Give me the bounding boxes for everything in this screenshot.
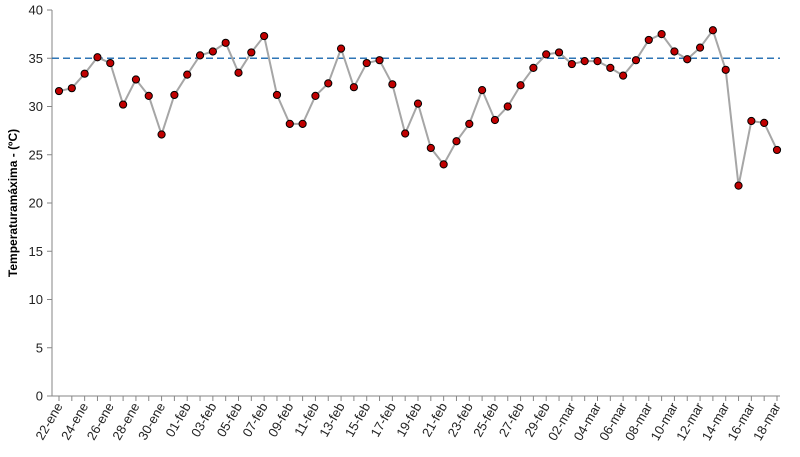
y-tick-label: 10 bbox=[29, 292, 43, 307]
data-point bbox=[426, 143, 435, 153]
y-tick-label: 25 bbox=[29, 147, 43, 162]
data-point bbox=[106, 58, 115, 68]
data-point bbox=[157, 130, 166, 139]
data-point bbox=[388, 80, 397, 89]
y-tick-label: 5 bbox=[36, 340, 43, 355]
y-tick-label: 35 bbox=[29, 51, 43, 66]
data-point bbox=[439, 160, 448, 169]
data-point bbox=[144, 91, 153, 100]
data-point bbox=[234, 68, 243, 77]
data-point bbox=[503, 102, 512, 111]
data-point bbox=[478, 85, 487, 95]
x-tick-label: 09-feb bbox=[265, 400, 296, 439]
data-point bbox=[170, 90, 179, 100]
data-point bbox=[119, 100, 128, 109]
data-point bbox=[208, 47, 217, 56]
data-point bbox=[772, 145, 782, 155]
data-point bbox=[695, 43, 705, 52]
data-point bbox=[183, 70, 192, 79]
y-axis: 0 5 10 15 20 25 30 35 40 bbox=[29, 3, 53, 404]
data-point bbox=[195, 51, 205, 60]
data-point bbox=[529, 63, 538, 73]
data-point bbox=[542, 50, 551, 59]
y-tick-label: 0 bbox=[36, 389, 43, 404]
data-point bbox=[336, 44, 346, 53]
data-point bbox=[760, 118, 769, 128]
data-point bbox=[54, 86, 64, 96]
y-tick-label: 15 bbox=[29, 244, 43, 259]
data-point bbox=[657, 30, 666, 39]
data-point bbox=[80, 69, 89, 78]
data-point bbox=[131, 75, 141, 84]
data-point bbox=[260, 31, 269, 41]
data-point bbox=[298, 119, 307, 128]
data-point bbox=[324, 79, 333, 88]
data-point bbox=[67, 84, 76, 93]
data-point bbox=[644, 35, 653, 45]
data-point bbox=[606, 63, 615, 73]
data-point bbox=[413, 99, 423, 108]
data-point bbox=[721, 65, 730, 74]
data-markers bbox=[54, 26, 782, 190]
data-point bbox=[708, 26, 717, 35]
data-point bbox=[516, 81, 525, 90]
x-axis: 22-ene24-ene26-ene28-ene30-ene01-feb03-f… bbox=[32, 395, 784, 443]
y-axis-title: Temperaturamáxima - (ºC) bbox=[6, 129, 20, 277]
data-point bbox=[631, 56, 641, 65]
data-point bbox=[452, 137, 461, 146]
y-tick-label: 20 bbox=[29, 196, 43, 211]
data-point bbox=[375, 56, 384, 65]
data-point bbox=[670, 47, 679, 56]
data-point bbox=[554, 48, 564, 57]
y-tick-label: 30 bbox=[29, 99, 43, 114]
data-point bbox=[221, 38, 230, 47]
data-point bbox=[401, 129, 410, 138]
data-point bbox=[580, 57, 589, 66]
data-point bbox=[272, 90, 282, 100]
data-point bbox=[593, 57, 602, 66]
data-point bbox=[734, 181, 743, 190]
data-point bbox=[683, 55, 692, 64]
y-tick-label: 40 bbox=[29, 3, 43, 18]
data-point bbox=[465, 119, 474, 128]
data-point bbox=[567, 59, 576, 69]
data-point bbox=[285, 119, 294, 128]
data-point bbox=[362, 58, 371, 68]
data-point bbox=[619, 71, 628, 80]
data-point bbox=[490, 115, 500, 125]
data-point bbox=[93, 53, 102, 62]
data-point bbox=[747, 116, 756, 126]
data-point bbox=[247, 48, 256, 57]
series-line bbox=[58, 28, 778, 186]
data-point bbox=[311, 91, 320, 100]
data-point bbox=[349, 83, 358, 92]
